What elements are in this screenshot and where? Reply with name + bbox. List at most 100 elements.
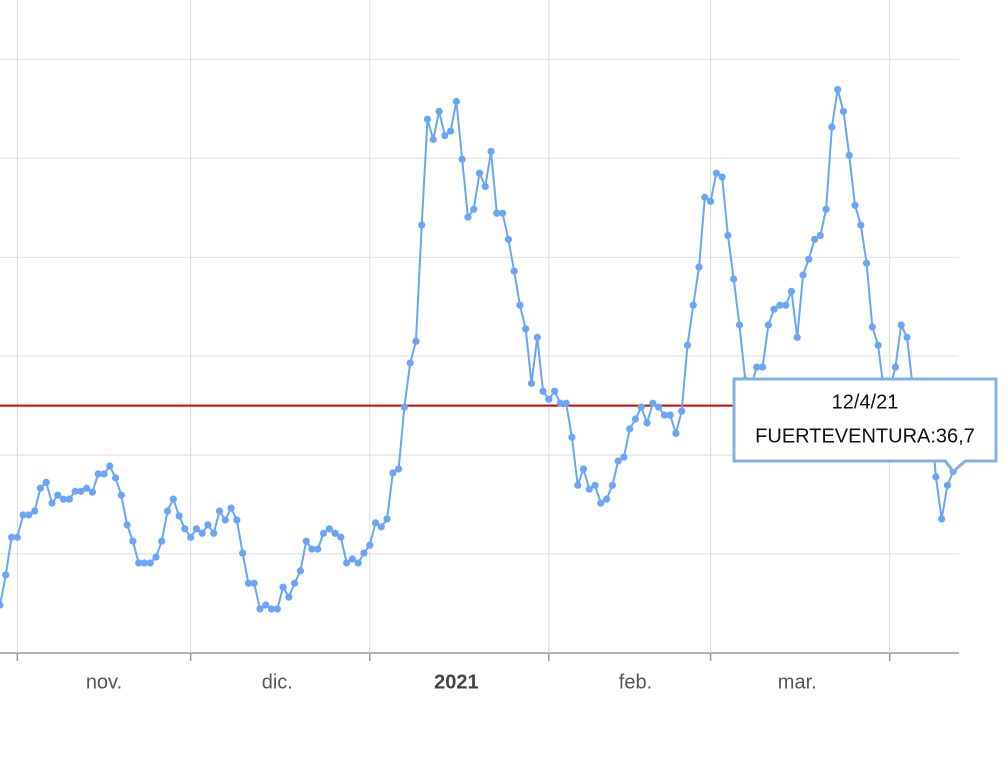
point xyxy=(810,235,819,244)
point xyxy=(267,605,276,613)
point xyxy=(753,363,761,371)
point xyxy=(891,363,900,371)
tooltip-box xyxy=(732,377,998,474)
point xyxy=(874,341,882,349)
point xyxy=(499,209,507,217)
tooltip-date: 12/4/21 xyxy=(832,391,899,413)
point xyxy=(464,213,472,221)
point xyxy=(805,255,813,263)
point xyxy=(539,387,547,395)
point xyxy=(579,465,588,473)
point xyxy=(198,529,206,537)
point xyxy=(59,495,68,503)
point xyxy=(608,481,616,489)
point xyxy=(354,559,362,567)
point xyxy=(839,107,848,115)
point xyxy=(7,533,16,541)
point xyxy=(470,205,478,213)
point xyxy=(701,193,709,201)
point xyxy=(181,525,189,533)
point xyxy=(845,151,853,159)
point xyxy=(562,399,570,407)
point xyxy=(279,583,287,591)
x-tick-label: dic. xyxy=(262,671,293,693)
point xyxy=(429,135,437,144)
point xyxy=(943,481,952,489)
point xyxy=(371,519,380,527)
point xyxy=(897,321,905,329)
point xyxy=(302,537,310,545)
point xyxy=(787,287,796,295)
x-axis: nov. dic. 2021 feb. mar. xyxy=(16,653,891,693)
point xyxy=(597,499,605,507)
point xyxy=(129,537,137,545)
point xyxy=(695,263,703,271)
point xyxy=(770,305,778,313)
point xyxy=(631,415,640,423)
point xyxy=(724,231,732,240)
point xyxy=(331,529,339,537)
point xyxy=(857,221,865,229)
point xyxy=(158,537,166,545)
point xyxy=(233,516,241,524)
point xyxy=(348,555,357,563)
point xyxy=(244,579,253,587)
point xyxy=(36,484,45,492)
grid xyxy=(0,0,959,654)
point xyxy=(435,107,443,115)
point xyxy=(816,231,824,240)
point xyxy=(516,301,524,309)
point xyxy=(83,484,91,492)
point xyxy=(2,571,10,579)
point xyxy=(868,323,876,331)
point xyxy=(556,399,564,407)
plot-area xyxy=(0,85,959,613)
point xyxy=(94,470,102,478)
point xyxy=(730,275,738,283)
point xyxy=(319,529,328,537)
point xyxy=(0,601,4,609)
point xyxy=(221,516,229,524)
point xyxy=(337,533,345,541)
point xyxy=(533,333,541,341)
point xyxy=(88,488,97,496)
point xyxy=(389,469,397,477)
x-tick-label: 2021 xyxy=(434,671,479,693)
point xyxy=(683,341,692,349)
point xyxy=(793,333,801,341)
point xyxy=(418,221,426,229)
point xyxy=(140,559,149,567)
point xyxy=(146,559,154,567)
point xyxy=(545,395,553,403)
point xyxy=(123,521,131,529)
point xyxy=(100,470,108,478)
point xyxy=(215,507,224,515)
point xyxy=(377,523,385,531)
point xyxy=(458,155,466,163)
point xyxy=(273,605,281,613)
point xyxy=(262,601,270,609)
point xyxy=(568,433,576,441)
point xyxy=(504,235,512,244)
x-tick-label: feb. xyxy=(619,671,652,693)
point xyxy=(152,553,160,561)
point xyxy=(314,545,322,553)
point xyxy=(672,429,680,437)
point xyxy=(666,411,674,419)
point xyxy=(614,457,622,465)
x-tick-label: nov. xyxy=(86,671,122,693)
point xyxy=(551,387,559,395)
tooltip-value: FUERTEVENTURA:36,7 xyxy=(755,425,975,447)
point xyxy=(602,495,611,503)
point xyxy=(395,465,403,473)
point xyxy=(822,205,830,213)
point xyxy=(447,127,455,135)
point xyxy=(19,511,27,519)
point xyxy=(654,403,663,411)
series-line xyxy=(0,89,955,611)
point xyxy=(106,462,114,470)
point xyxy=(325,525,333,533)
point xyxy=(782,301,790,309)
